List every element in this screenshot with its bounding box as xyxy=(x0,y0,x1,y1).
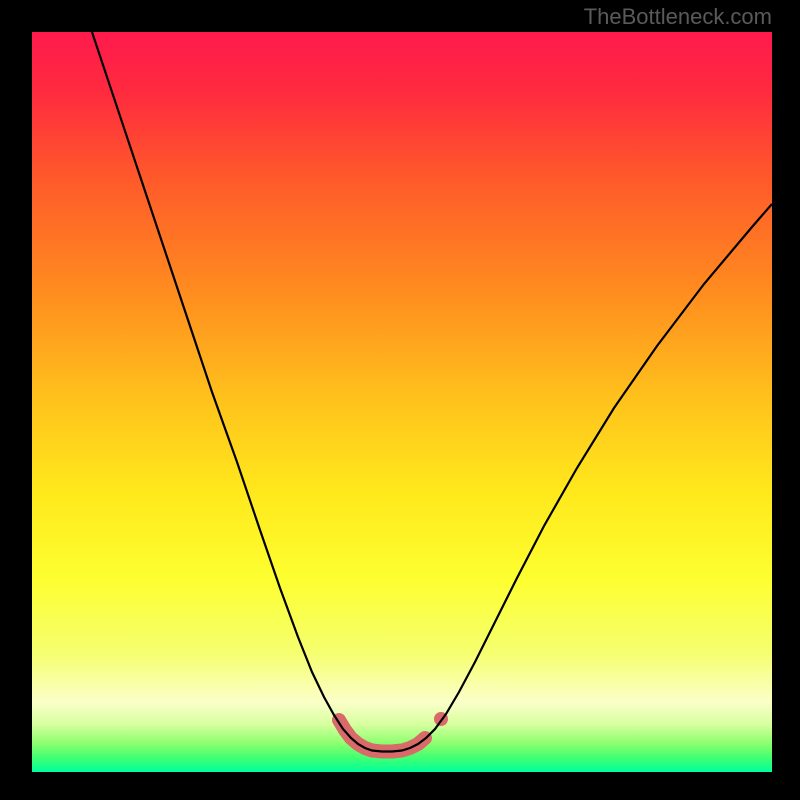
chart-frame: TheBottleneck.com xyxy=(0,0,800,800)
chart-svg xyxy=(0,0,800,800)
watermark-text: TheBottleneck.com xyxy=(584,4,772,30)
plot-area xyxy=(32,32,772,772)
